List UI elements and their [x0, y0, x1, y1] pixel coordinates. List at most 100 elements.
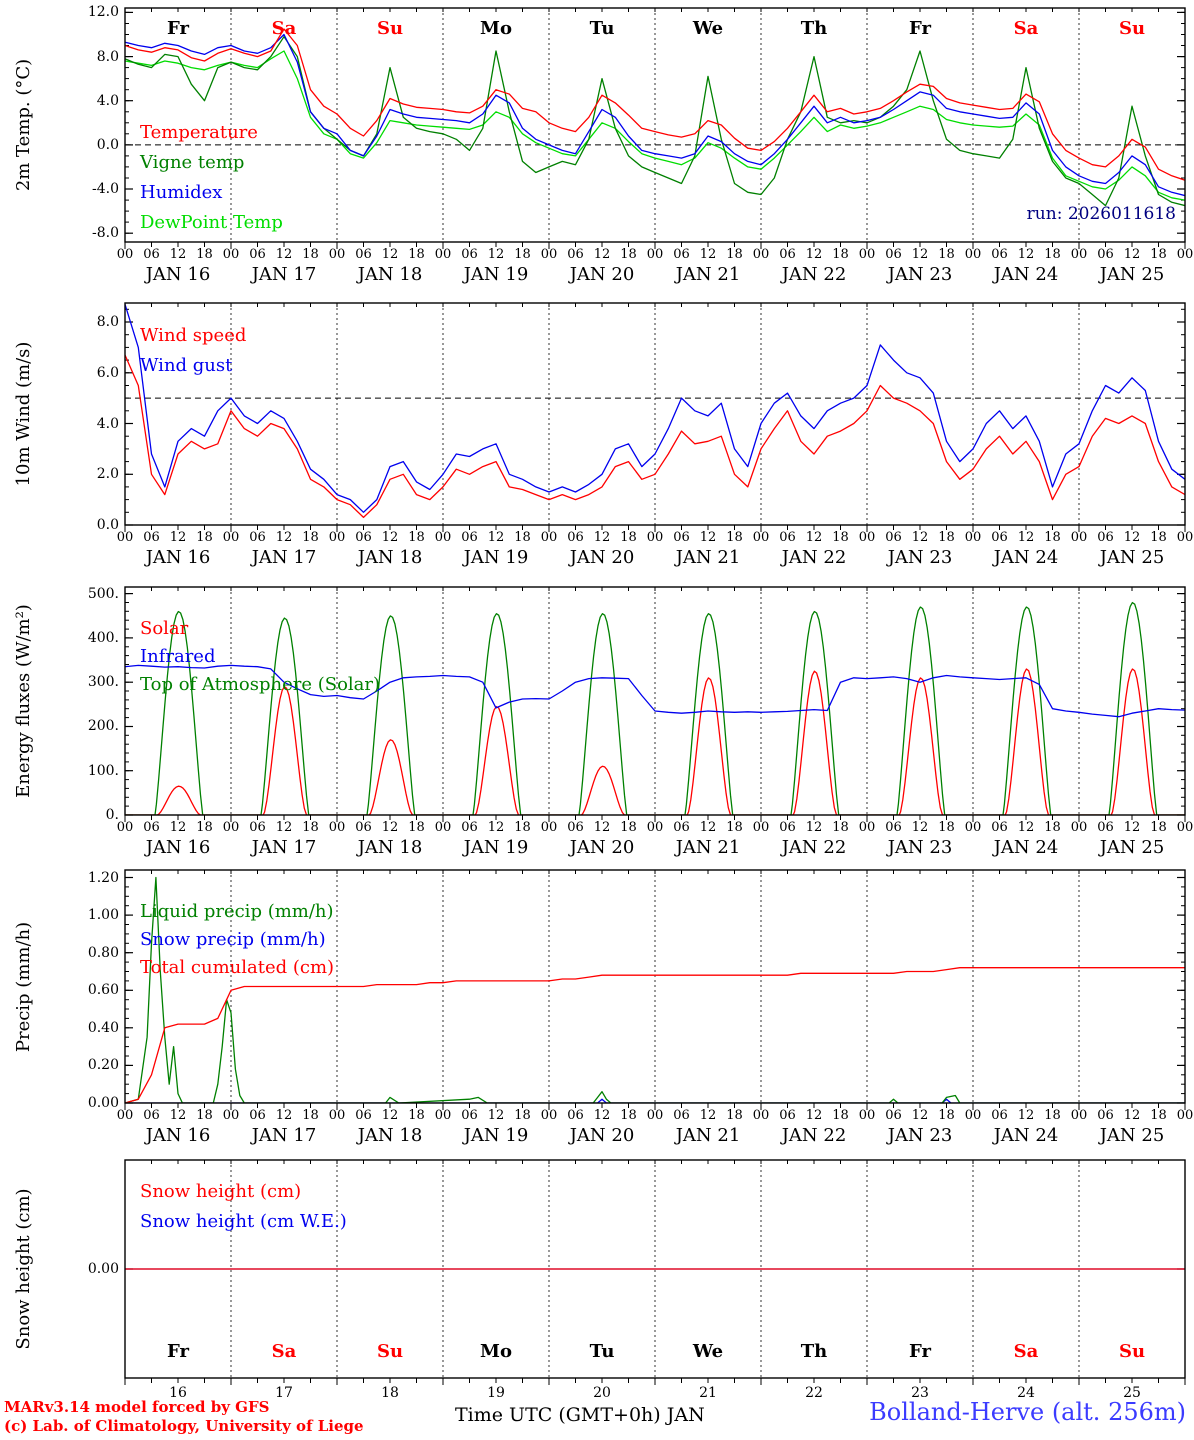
- hour-tick-label: 06: [249, 247, 266, 262]
- hour-tick-label: 00: [752, 820, 770, 835]
- hour-tick-label: 12: [699, 247, 717, 262]
- dow-label-top: Su: [1118, 18, 1146, 39]
- dow-label-bottom: Tu: [589, 1341, 615, 1362]
- hour-tick-label: 00: [222, 1108, 240, 1123]
- date-label: JAN 20: [569, 547, 635, 568]
- dow-label-bottom: Fr: [167, 1341, 189, 1362]
- y-tick-label-wind: 2.0: [96, 466, 119, 483]
- date-label: JAN 22: [781, 547, 847, 568]
- hour-tick-label: 00: [964, 1108, 982, 1123]
- hour-tick-label: 18: [514, 530, 531, 545]
- hour-tick-label: 00: [434, 1108, 452, 1123]
- hour-tick-label: 00: [1176, 820, 1194, 835]
- day-number-label: 22: [805, 1385, 823, 1401]
- hour-tick-label: 18: [408, 530, 425, 545]
- hour-tick-label: 18: [1044, 1108, 1061, 1123]
- hour-tick-label: 12: [911, 247, 929, 262]
- hour-tick-label: 00: [752, 530, 770, 545]
- hour-tick-label: 12: [487, 530, 505, 545]
- hour-tick-label: 06: [885, 1108, 902, 1123]
- y-tick-label-wind: 4.0: [96, 415, 119, 432]
- hour-tick-label: 06: [143, 820, 160, 835]
- day-number-label: 24: [1017, 1385, 1035, 1401]
- hour-tick-label: 06: [1097, 530, 1114, 545]
- hour-tick-label: 18: [514, 820, 531, 835]
- hour-tick-label: 00: [116, 247, 134, 262]
- date-label: JAN 17: [251, 837, 317, 858]
- hour-tick-label: 06: [1097, 1108, 1114, 1123]
- y-axis-title-wind: 10m Wind (m/s): [13, 341, 34, 487]
- hour-tick-label: 00: [328, 530, 346, 545]
- hour-tick-label: 06: [143, 530, 160, 545]
- date-label: JAN 23: [887, 264, 953, 285]
- y-tick-label-energy: 300.: [87, 674, 119, 691]
- date-label: JAN 24: [993, 1125, 1059, 1146]
- date-label: JAN 23: [887, 547, 953, 568]
- hour-tick-label: 06: [991, 247, 1008, 262]
- dow-label-top: Mo: [480, 18, 512, 39]
- hour-tick-label: 12: [805, 820, 823, 835]
- hour-tick-label: 00: [116, 530, 134, 545]
- hour-tick-label: 00: [116, 820, 134, 835]
- date-label: JAN 25: [1099, 1125, 1165, 1146]
- legend-wind-2: Wind gust: [140, 355, 233, 376]
- hour-tick-label: 00: [540, 1108, 558, 1123]
- date-label: JAN 19: [463, 264, 529, 285]
- date-label: JAN 16: [145, 547, 211, 568]
- hour-tick-label: 18: [938, 530, 955, 545]
- hour-tick-label: 06: [991, 530, 1008, 545]
- x-axis-title: Time UTC (GMT+0h) JAN: [455, 1404, 705, 1426]
- hour-tick-label: 06: [779, 1108, 796, 1123]
- legend-snow-2: Snow height (cm W.E.): [140, 1211, 347, 1232]
- date-label: JAN 18: [357, 837, 423, 858]
- hour-tick-label: 18: [832, 1108, 849, 1123]
- date-label: JAN 22: [781, 1125, 847, 1146]
- y-tick-label-wind: 8.0: [96, 314, 119, 331]
- hour-tick-label: 00: [1070, 530, 1088, 545]
- hour-tick-label: 06: [249, 530, 266, 545]
- hour-tick-label: 06: [355, 1108, 372, 1123]
- day-number-label: 17: [275, 1385, 293, 1401]
- hour-tick-label: 00: [646, 1108, 664, 1123]
- hour-tick-label: 18: [726, 1108, 743, 1123]
- hour-tick-label: 00: [858, 247, 876, 262]
- hour-tick-label: 12: [1017, 247, 1035, 262]
- dow-label-top: Sa: [1013, 18, 1039, 39]
- y-tick-label-energy: 400.: [87, 629, 119, 646]
- hour-tick-label: 18: [408, 820, 425, 835]
- hour-tick-label: 12: [487, 820, 505, 835]
- y-tick-label-precip: 1.00: [87, 907, 119, 924]
- y-tick-label-energy: 0.: [105, 807, 119, 823]
- dow-label-bottom: Sa: [271, 1341, 297, 1362]
- date-label: JAN 21: [675, 837, 741, 858]
- hour-tick-label: 12: [381, 247, 399, 262]
- legend-energy-2: Infrared: [140, 646, 216, 667]
- hour-tick-label: 06: [567, 530, 584, 545]
- hour-tick-label: 12: [805, 530, 823, 545]
- date-label: JAN 16: [145, 837, 211, 858]
- legend-temperature-2: Vigne temp: [140, 152, 245, 173]
- y-tick-label-temperature: -4.0: [92, 181, 119, 198]
- hour-tick-label: 06: [673, 1108, 690, 1123]
- date-label: JAN 17: [251, 1125, 317, 1146]
- hour-tick-label: 18: [1150, 247, 1167, 262]
- hour-tick-label: 12: [381, 1108, 399, 1123]
- run-label: run: 2026011618: [1026, 204, 1176, 224]
- hour-tick-label: 12: [275, 530, 293, 545]
- date-label: JAN 17: [251, 547, 317, 568]
- hour-tick-label: 12: [699, 820, 717, 835]
- y-tick-label-energy: 200.: [87, 718, 119, 735]
- hour-tick-label: 18: [302, 820, 319, 835]
- hour-tick-label: 18: [620, 820, 637, 835]
- y-axis-title-precip: Precip (mm/h): [13, 921, 34, 1052]
- y-tick-label-temperature: 8.0: [96, 48, 119, 65]
- hour-tick-label: 12: [275, 247, 293, 262]
- hour-tick-label: 06: [885, 530, 902, 545]
- hour-tick-label: 00: [540, 247, 558, 262]
- hour-tick-label: 12: [593, 247, 611, 262]
- hour-tick-label: 12: [911, 820, 929, 835]
- model-credit-line-2: (c) Lab. of Climatology, University of L…: [4, 1417, 364, 1435]
- hour-tick-label: 00: [964, 247, 982, 262]
- date-label: JAN 25: [1099, 547, 1165, 568]
